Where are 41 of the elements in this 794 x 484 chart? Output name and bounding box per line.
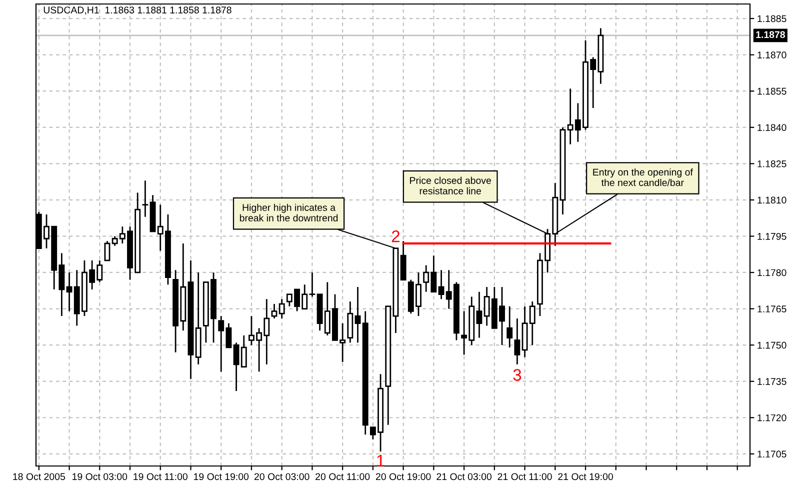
y-tick-label: 1.1765 — [758, 306, 786, 312]
annotation: 1 — [377, 454, 384, 466]
y-tick-label: 1.1825 — [758, 160, 786, 168]
chart-title: USDCAD,H1 1.1863 1.1881 1.1858 1.1878 — [44, 6, 232, 15]
candlestick — [476, 291, 482, 338]
y-tick-label: 1.1780 — [758, 269, 786, 276]
x-tick-label: 19 Oct 03:00 — [72, 473, 128, 480]
candlestick — [506, 306, 513, 348]
candlestick — [66, 272, 72, 312]
x-tick-label: 19 Oct 11:00 — [134, 473, 188, 480]
y-tick-label: 1.1735 — [758, 378, 786, 385]
x-tick-label: 20 Oct 03:00 — [254, 473, 310, 480]
x-tick-label: 19 Oct 19:00 — [194, 473, 249, 480]
annotation: Price closed above resistance line — [410, 176, 491, 194]
y-tick-label: 1.1810 — [758, 196, 786, 204]
candlestick — [278, 298, 285, 320]
x-tick-label: 20 Oct 19:00 — [376, 473, 431, 480]
ref-line-label: 1.1878 — [756, 31, 785, 38]
y-tick-label: 1.1885 — [758, 15, 786, 22]
candlestick — [104, 240, 110, 262]
y-tick-label: 1.1720 — [758, 414, 786, 422]
candlestick — [438, 269, 444, 300]
annotation: Higher high inicates a break in the downtrend — [240, 204, 338, 222]
candlestick — [142, 180, 148, 218]
x-tick-label: 20 Oct 11:00 — [316, 473, 370, 480]
x-tick-label: 21 Oct 19:00 — [558, 473, 613, 480]
y-tick-label: 1.1870 — [758, 52, 786, 58]
annotation: 3 — [513, 369, 522, 381]
x-tick-label: 21 Oct 03:00 — [436, 473, 492, 480]
y-tick-label: 1.1705 — [758, 450, 786, 458]
candlestick — [514, 318, 520, 366]
annotation: 2 — [392, 230, 400, 242]
annotation: Entry on the opening of the next candle/bar — [593, 168, 693, 186]
candlestick — [354, 286, 361, 344]
y-tick-label: 1.1855 — [758, 88, 786, 95]
y-tick-label: 1.1795 — [758, 232, 786, 240]
y-tick-label: 1.1840 — [758, 124, 786, 131]
x-tick-label: 18 Oct 2005 — [13, 473, 65, 480]
y-tick-label: 1.1750 — [758, 342, 786, 349]
x-tick-label: 21 Oct 11:00 — [498, 473, 552, 480]
candlestick — [271, 303, 278, 320]
